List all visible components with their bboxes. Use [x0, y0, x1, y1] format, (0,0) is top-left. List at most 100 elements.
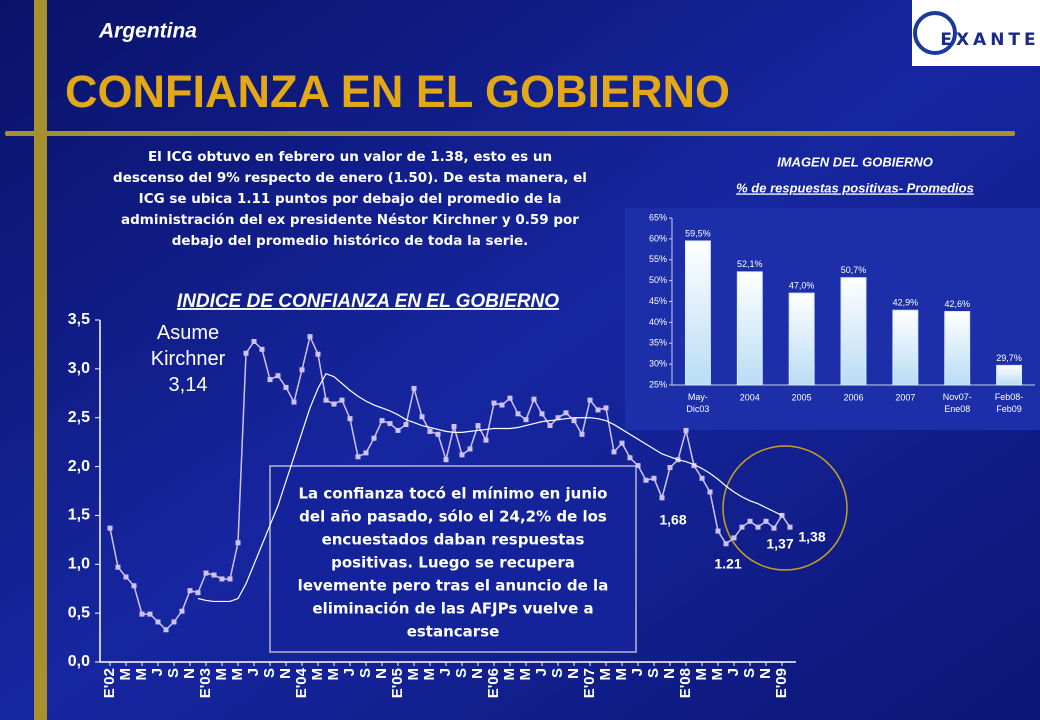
point-marker [603, 405, 609, 411]
bar [944, 311, 971, 386]
point-marker [355, 454, 361, 460]
x-tick-label: E'03 [197, 668, 214, 698]
point-marker [531, 396, 537, 402]
point-marker [627, 455, 633, 461]
value-label: 52,1% [737, 259, 763, 269]
point-marker [459, 452, 465, 458]
point-marker [483, 437, 489, 443]
y-tick-label: 3,0 [68, 360, 90, 377]
summary-line: descenso del 9% respecto de enero (1.50)… [113, 170, 587, 186]
summary-line: El ICG obtuvo en febrero un valor de 1.3… [148, 149, 552, 165]
x-tick-label: M [229, 668, 246, 681]
value-label: 29,7% [996, 353, 1022, 363]
y-tick-label: 2,0 [68, 458, 90, 475]
logo-box [912, 0, 1040, 66]
point-marker [707, 489, 713, 495]
x-tick-label: M [597, 668, 614, 681]
callout-box [269, 465, 637, 653]
x-tick-label: E'04 [293, 667, 310, 698]
y-tick-label: 45% [649, 296, 667, 306]
y-tick-label: 1,5 [68, 507, 90, 524]
x-tick-label: M [693, 668, 710, 681]
bar [892, 309, 919, 386]
point-marker [523, 417, 529, 423]
x-tick-label: M [709, 668, 726, 681]
bar [736, 271, 763, 386]
highlight-circle [722, 445, 848, 571]
point-marker [235, 540, 241, 546]
x-tick-label: J [245, 668, 262, 676]
y-tick-label: 30% [649, 359, 667, 369]
point-marker [595, 407, 601, 413]
point-marker [611, 449, 617, 455]
country: Argentina [98, 20, 197, 43]
x-tick-label: M [517, 668, 534, 681]
x-tick-label: M [421, 668, 438, 681]
x-tick-label: M [613, 668, 630, 681]
point-marker [555, 415, 561, 421]
point-marker [331, 401, 337, 407]
x-tick-label: M [117, 668, 134, 681]
point-marker [571, 418, 577, 424]
point-marker [163, 627, 169, 633]
point-marker [467, 446, 473, 452]
x-tick-label: N [565, 668, 582, 679]
point-marker [619, 440, 625, 446]
point-marker [251, 338, 257, 344]
x-tick-label: 2005 [792, 392, 812, 402]
point-marker [187, 588, 193, 594]
point-marker [411, 385, 417, 391]
point-marker [515, 411, 521, 417]
point-marker [435, 431, 441, 437]
callout-line: levemente pero tras el anuncio de la [298, 577, 609, 595]
point-marker [147, 611, 153, 617]
point-marker [427, 428, 433, 434]
point-marker [547, 423, 553, 429]
summary-line: ICG se ubica 1.11 puntos por debajo del … [139, 191, 562, 207]
point-marker [475, 423, 481, 429]
y-tick-label: 0,0 [68, 653, 90, 670]
x-tick-label: 2004 [740, 392, 760, 402]
y-tick-label: 50% [649, 275, 667, 285]
point-marker [747, 518, 753, 524]
point-marker [731, 535, 737, 541]
y-tick-label: 55% [649, 254, 667, 264]
point-marker [787, 524, 793, 530]
point-marker [371, 435, 377, 441]
x-tick-label: S [741, 668, 758, 678]
gold-rule [5, 131, 1015, 136]
y-tick-label: 0,5 [68, 604, 90, 621]
chart-subtitle: % de respuestas positivas- Promedios [736, 180, 974, 195]
x-tick-label: E'09 [773, 668, 790, 698]
callout-line: La confianza tocó el mínimo en junio [299, 485, 608, 503]
point-marker [387, 421, 393, 427]
point-marker [195, 590, 201, 596]
point-marker [115, 564, 121, 570]
point-marker [299, 367, 305, 373]
x-tick-label: E'06 [485, 668, 502, 698]
bar [840, 277, 867, 386]
point-marker [659, 495, 665, 501]
chart-title: INDICE DE CONFIANZA EN EL GOBIERNO [177, 291, 559, 312]
point-marker [211, 572, 217, 578]
point-marker [291, 399, 297, 405]
point-marker [307, 334, 313, 340]
point-marker [283, 384, 289, 390]
x-tick-label: N [373, 668, 390, 679]
annotation: 1,38 [798, 529, 825, 545]
callout-line: eliminación de las AFJPs vuelve a [312, 600, 593, 618]
x-tick-label: E'02 [101, 668, 118, 698]
x-tick-label: M [133, 668, 150, 681]
point-marker [491, 400, 497, 406]
point-marker [403, 422, 409, 428]
value-label: 42,9% [893, 298, 919, 308]
point-marker [635, 463, 641, 469]
point-marker [443, 457, 449, 463]
y-tick-label: 65% [649, 212, 667, 222]
point-marker [171, 619, 177, 625]
bar [788, 292, 815, 386]
point-marker [651, 475, 657, 481]
value-label: 59,5% [685, 228, 711, 238]
